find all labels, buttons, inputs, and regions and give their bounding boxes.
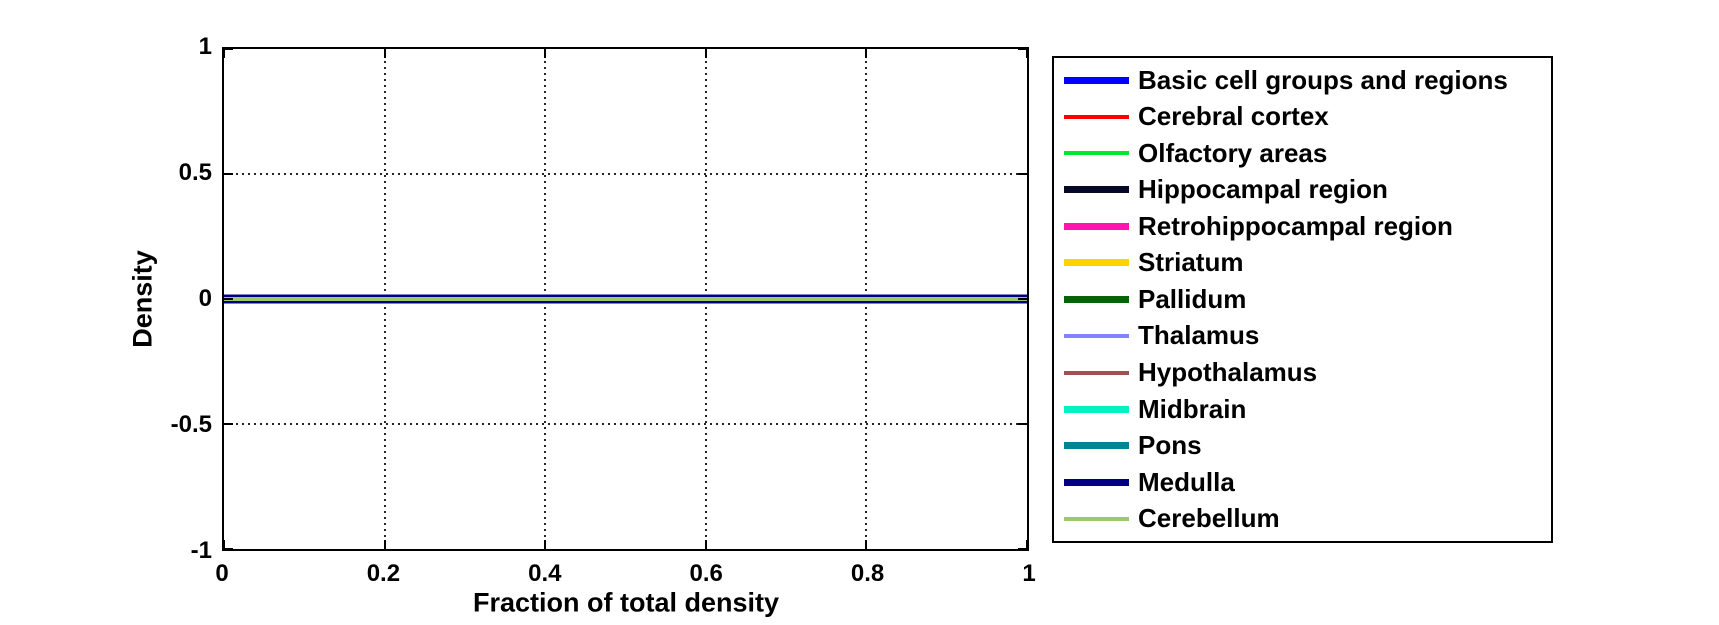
legend-item: Pallidum: [1054, 281, 1551, 318]
tick-x-0: [223, 49, 225, 58]
tick-y--0.5: [1018, 423, 1027, 425]
x-tick-label: 0.4: [528, 560, 562, 587]
plot-area: [222, 47, 1029, 551]
x-tick-label: 0.2: [366, 560, 401, 587]
x-tick-label: 1: [1022, 560, 1036, 587]
legend-line-sample: [1064, 405, 1129, 413]
y-tick-label: 1: [198, 33, 212, 60]
legend-line-sample: [1064, 76, 1129, 84]
legend-item-label: Medulla: [1138, 466, 1235, 497]
tick-x-0.4: [544, 49, 547, 58]
tick-x-0.4: [544, 540, 547, 549]
y-axis-label: Density: [127, 250, 158, 348]
legend-item: Striatum: [1054, 245, 1551, 282]
legend-item: Hippocampal region: [1054, 172, 1551, 209]
series-line: [224, 297, 1027, 301]
legend-item-label: Pallidum: [1138, 283, 1247, 314]
legend-item-label: Thalamus: [1138, 320, 1260, 351]
legend-item-label: Pons: [1138, 430, 1202, 461]
legend-item: Hypothalamus: [1054, 354, 1551, 391]
tick-y--1: [1018, 548, 1027, 550]
legend-line-sample: [1064, 151, 1129, 156]
tick-x-0.8: [865, 540, 868, 549]
legend-item-label: Hypothalamus: [1138, 357, 1318, 388]
tick-y-0.5: [1018, 173, 1027, 175]
legend-item: Medulla: [1054, 464, 1551, 501]
x-tick-label: 0.6: [689, 560, 723, 587]
tick-y--1: [224, 548, 233, 550]
gridline-y--0.5: [224, 423, 1027, 425]
legend-item: Midbrain: [1054, 391, 1551, 428]
legend-item-label: Striatum: [1138, 247, 1244, 278]
y-tick-label: 0: [198, 285, 212, 312]
legend-line-sample: [1064, 295, 1129, 303]
x-tick-label: 0: [215, 560, 229, 587]
tick-y-0: [1018, 298, 1027, 300]
legend-line-sample: [1064, 259, 1129, 267]
gridline-y-0.5: [224, 173, 1027, 175]
legend-item-label: Basic cell groups and regions: [1138, 64, 1508, 95]
series-layer: [224, 49, 1027, 549]
legend-line-sample: [1064, 478, 1129, 486]
tick-y-0.5: [224, 173, 233, 175]
x-tick-label: 0.8: [850, 560, 885, 587]
y-tick-label: 0.5: [178, 159, 212, 186]
legend-line-sample: [1064, 222, 1129, 230]
tick-y--0.5: [224, 423, 233, 425]
legend-line-sample: [1064, 186, 1129, 194]
legend-item: Pons: [1054, 427, 1551, 464]
legend-line-sample: [1064, 370, 1129, 375]
legend-line-sample: [1064, 114, 1129, 119]
legend-line-sample: [1064, 442, 1129, 450]
legend-item: Cerebellum: [1054, 500, 1551, 537]
legend-item-label: Retrohippocampal region: [1138, 210, 1453, 241]
y-tick-label: -0.5: [170, 411, 212, 438]
legend-item: Basic cell groups and regions: [1054, 62, 1551, 99]
tick-x-0.6: [704, 540, 707, 549]
tick-y-1: [224, 48, 233, 50]
tick-x-0.6: [704, 49, 707, 58]
tick-y-1: [1018, 48, 1027, 50]
legend-item: Retrohippocampal region: [1054, 208, 1551, 245]
tick-x-1: [1026, 540, 1028, 549]
legend-item-label: Olfactory areas: [1138, 137, 1328, 168]
legend-item-label: Hippocampal region: [1138, 174, 1388, 205]
legend-item-label: Cerebellum: [1138, 503, 1280, 534]
legend-item: Cerebral cortex: [1054, 99, 1551, 136]
tick-x-0.2: [383, 49, 386, 58]
tick-x-0.2: [383, 540, 386, 549]
tick-layer: [223, 48, 1028, 550]
x-axis-label: Fraction of total density: [472, 587, 780, 618]
legend-item: Thalamus: [1054, 318, 1551, 355]
legend-line-sample: [1064, 333, 1129, 338]
legend-item-label: Cerebral cortex: [1138, 101, 1329, 132]
tick-x-1: [1026, 49, 1028, 58]
legend-box: Basic cell groups and regions Cerebral co…: [1052, 56, 1553, 543]
tick-x-0: [223, 540, 225, 549]
legend-line-sample: [1064, 516, 1129, 521]
legend-item: Olfactory areas: [1054, 135, 1551, 172]
tick-y-0: [224, 298, 233, 300]
tick-x-0.8: [865, 49, 868, 58]
y-tick-label: -1: [190, 537, 212, 564]
legend-item-label: Midbrain: [1138, 393, 1247, 424]
